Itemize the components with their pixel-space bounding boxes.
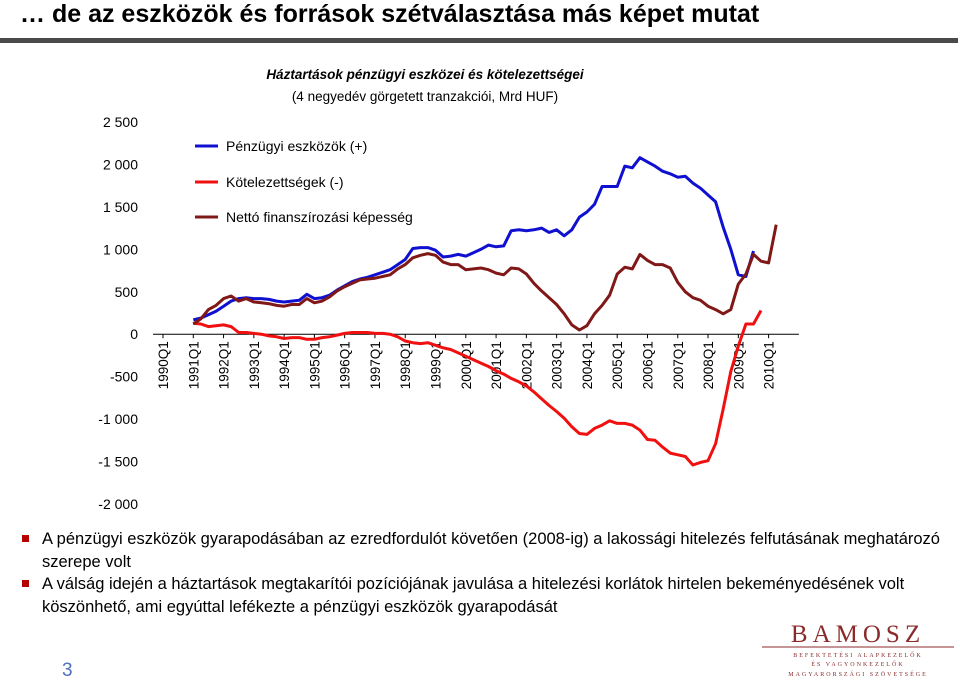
y-tick-label: 500 [115,284,139,300]
series-line-k-telezetts-gek [193,309,763,467]
y-tick-label: -1 500 [98,454,138,470]
x-tick-label: 2007Q1 [671,341,686,389]
bullet-list: A pénzügyi eszközök gyarapodásában az ez… [20,528,950,618]
x-tick-label: 1998Q1 [398,341,413,389]
x-tick-label: 2006Q1 [640,341,655,389]
legend-label: Pénzügyi eszközök (+) [226,138,367,154]
y-axis-labels: 2 500 2 000 1 500 1 000 500 0 -500 -1 000 -1 500… [98,114,138,512]
title-divider [0,38,958,43]
y-tick-label: 0 [130,326,138,342]
x-tick-label: 2005Q1 [610,341,625,389]
y-tick-label: 2 500 [103,114,138,130]
bullet-text: A válság idején a háztartások megtakarít… [42,575,905,616]
x-tick-label: 1993Q1 [247,341,262,389]
chart-subtitle: (4 negyedév görgetett tranzakciói, Mrd H… [292,89,558,104]
page-number: 3 [62,660,73,681]
slide-title: … de az eszközök és források szétválaszt… [20,0,760,28]
bullet-item: A válság idején a háztartások megtakarít… [20,573,950,618]
y-tick-label: -500 [110,369,138,385]
x-tick-label: 1997Q1 [368,341,383,389]
x-tick-label: 2008Q1 [701,341,716,389]
legend-background [190,136,466,236]
x-tick-label: 2002Q1 [519,341,534,389]
logo-tagline: ÉS VAGYONKEZELŐK [811,660,904,668]
line-chart: 2 500 2 000 1 500 1 000 500 0 -500 -1 000 -1 500… [98,67,799,512]
y-tick-label: 1 000 [103,241,138,257]
x-tick-label: 2004Q1 [580,341,595,389]
y-tick-label: -2 000 [98,496,138,512]
x-tick-label: 2010Q1 [762,341,777,389]
logo-tagline: MAGYARORSZÁGI SZÖVETSÉGE [788,670,928,678]
bullet-text: A pénzügyi eszközök gyarapodásában az ez… [42,530,940,571]
series-line-nett-finansz-roz-si-k-pess-g [192,224,778,332]
logo-wordmark: BAMOSZ [791,621,925,648]
x-tick-label: 1991Q1 [186,341,201,389]
y-tick-label: -1 000 [98,411,138,427]
x-tick-label: 1994Q1 [277,341,292,389]
y-tick-label: 2 000 [103,156,138,172]
x-tick-label: 1995Q1 [307,341,322,389]
series-layer [192,156,778,467]
logo-tagline: BEFEKTETÉSI ALAPKEZELŐK [793,651,923,659]
x-tick-label: 2000Q1 [459,341,474,389]
y-tick-label: 1 500 [103,199,138,215]
bullet-item: A pénzügyi eszközök gyarapodásában az ez… [20,528,950,573]
legend-label: Nettó finanszírozási képesség [226,209,413,225]
bullet-square-icon [22,580,29,587]
x-axis: 1990Q1 1991Q1 1992Q1 1993Q1 1994Q1 1995Q1 1996… [153,333,799,389]
x-tick-label: 1996Q1 [338,341,353,389]
legend-label: Kötelezettségek (-) [226,174,344,190]
x-tick-label: 2003Q1 [550,341,565,389]
x-tick-label: 2001Q1 [489,341,504,389]
x-tick-label: 1990Q1 [156,341,171,389]
x-tick-label: 1999Q1 [429,341,444,389]
x-tick-label: 1992Q1 [217,341,232,389]
series-line-p-nz-gyi-eszk-z-k [192,156,755,322]
legend: Pénzügyi eszközök (+) Kötelezettségek (-)… [195,138,413,225]
chart-title: Háztartások pénzügyi eszközei és kötelez… [266,67,584,82]
bullet-square-icon [22,535,29,542]
bamosz-logo: BAMOSZ BEFEKTETÉSI ALAPKEZELŐK ÉS VAGYON… [762,621,954,678]
